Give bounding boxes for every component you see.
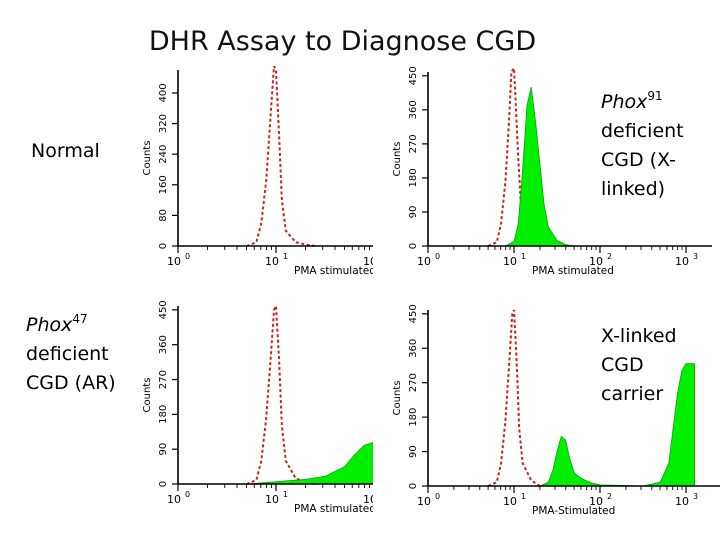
label-phox91-line4: linked) (601, 178, 666, 200)
y-tick-label: 180 (158, 405, 169, 424)
gene-name: Phox (601, 91, 648, 113)
x-tick-exponent: 0 (185, 490, 190, 499)
y-tick-label: 360 (158, 335, 169, 354)
y-axis-label: Counts (392, 381, 403, 416)
y-tick-label: 270 (158, 370, 169, 389)
label-normal: Normal (31, 137, 100, 166)
x-tick-exponent: 1 (521, 492, 526, 501)
label-phox47-line3: CGD (AR) (26, 372, 116, 394)
label-phox91-line3: CGD (X- (601, 149, 676, 171)
label-carrier-line2: CGD (601, 354, 644, 376)
x-tick-exponent: 1 (283, 252, 288, 261)
gene-superscript: 47 (72, 312, 88, 326)
y-tick-label: 0 (158, 481, 169, 487)
x-tick-label: 10 (503, 495, 517, 508)
gene-superscript: 91 (647, 89, 663, 103)
histogram-phox91: 0 90 180 270 360 450 Counts 10 0 10 1 10 2 10 3 PMA sti… (392, 65, 712, 277)
label-carrier-line3: carrier (601, 383, 664, 405)
x-tick-exponent: 1 (283, 490, 288, 499)
x-tick-label: 10 (675, 495, 689, 508)
histogram-phox47: 090180270360450Counts100101102PMA stimul… (142, 300, 373, 512)
label-phox91-line2: deficient (601, 120, 684, 142)
stimulated-histogram (246, 442, 373, 485)
control-histogram (246, 302, 316, 485)
stimulated-histogram (505, 87, 575, 247)
y-tick-label: 270 (408, 134, 419, 153)
x-tick-label: 10 (589, 255, 603, 268)
y-tick-label: 90 (408, 445, 419, 458)
x-tick-label: 10 (589, 495, 603, 508)
y-tick-label: 180 (408, 168, 419, 187)
y-tick-label: 180 (408, 408, 419, 427)
x-tick-exponent: 0 (435, 252, 440, 261)
y-tick-label: 0 (158, 243, 169, 249)
x-tick-exponent: 1 (521, 252, 526, 261)
x-tick-exponent: 3 (693, 252, 698, 261)
x-tick-label: 10 (265, 493, 279, 506)
stimulated-histogram (539, 363, 695, 487)
x-tick-exponent: 0 (185, 252, 190, 261)
gene-name: Phox (26, 314, 73, 336)
control-histogram (246, 66, 316, 247)
y-axis-label: Counts (142, 141, 153, 176)
y-tick-label: 90 (408, 206, 419, 219)
x-tick-label: 10 (417, 255, 431, 268)
label-carrier-line1: X-linked (601, 325, 677, 347)
label-phox47-line1: Phox47 (26, 311, 116, 340)
y-axis-label: Counts (142, 378, 153, 413)
x-tick-exponent: 3 (693, 492, 698, 501)
x-axis-label: PMA-Stimulated (532, 505, 615, 514)
x-axis-label: PMA stimulated (294, 265, 373, 277)
y-tick-label: 360 (408, 339, 419, 358)
label-phox47: Phox47 deficient CGD (AR) (26, 311, 116, 398)
x-tick-label: 10 (675, 255, 689, 268)
x-axis-label: PMA stimulated (294, 503, 373, 512)
x-tick-label: 10 (363, 493, 373, 506)
y-tick-label: 450 (158, 300, 169, 319)
x-axis-label: PMA stimulated (532, 265, 614, 277)
histogram-carrier: 0 90 180 270 360 450 Counts 10 0 10 1 10 2 10 3 PMA-Sti… (392, 304, 720, 514)
y-tick-label: 270 (408, 373, 419, 392)
x-tick-label: 10 (265, 255, 279, 268)
y-tick-label: 0 (408, 483, 419, 489)
y-tick-label: 80 (158, 209, 169, 222)
x-tick-label: 10 (363, 255, 373, 268)
y-tick-label: 240 (158, 145, 169, 164)
x-tick-label: 10 (167, 493, 181, 506)
x-tick-exponent: 0 (435, 492, 440, 501)
y-tick-label: 90 (158, 443, 169, 456)
y-axis-label: Counts (392, 142, 403, 177)
y-tick-label: 320 (158, 114, 169, 133)
label-carrier: X-linked CGD carrier (601, 322, 677, 409)
label-normal-text: Normal (31, 140, 100, 162)
y-tick-label: 360 (408, 100, 419, 119)
label-phox91: Phox91 deficient CGD (X- linked) (601, 88, 684, 204)
y-tick-label: 400 (158, 83, 169, 102)
x-tick-label: 10 (503, 255, 517, 268)
x-tick-label: 10 (417, 495, 431, 508)
y-tick-label: 450 (408, 304, 419, 323)
y-tick-label: 0 (408, 243, 419, 249)
y-tick-label: 160 (158, 175, 169, 194)
histogram-normal: 080160240320400Counts100101102PMA stimul… (142, 66, 373, 277)
x-tick-exponent: 2 (607, 252, 612, 261)
x-tick-label: 10 (167, 255, 181, 268)
label-phox91-line1: Phox91 (601, 88, 684, 117)
x-tick-exponent: 2 (607, 492, 612, 501)
page-title: DHR Assay to Diagnose CGD (148, 26, 537, 57)
y-tick-label: 450 (408, 66, 419, 85)
label-phox47-line2: deficient (26, 343, 109, 365)
control-histogram (487, 309, 541, 487)
